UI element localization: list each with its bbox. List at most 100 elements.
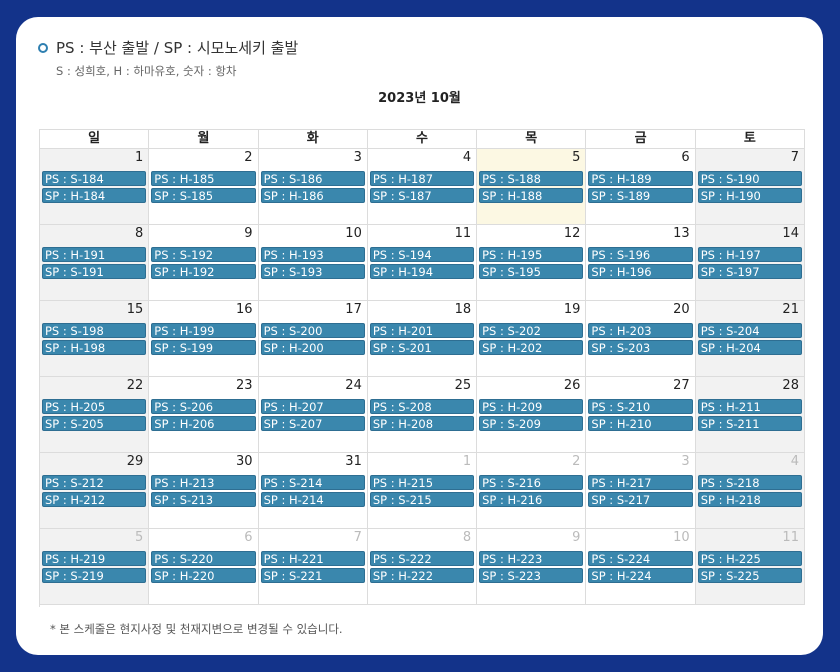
event-busan-departure[interactable]: PS : S-218 [697,475,802,490]
event-shimonoseki-departure[interactable]: SP : H-194 [369,264,475,279]
event-busan-departure[interactable]: PS : S-216 [479,475,584,490]
day-cell[interactable]: 6 PS : H-189 SP : S-189 [586,149,696,225]
day-cell[interactable]: 3 PS : H-217 SP : S-217 [586,453,696,529]
event-busan-departure[interactable]: PS : H-205 [42,399,147,414]
day-cell[interactable]: 7 PS : H-221 SP : S-221 [258,529,368,605]
day-cell[interactable]: 28 PS : H-211 SP : S-211 [695,377,805,453]
event-shimonoseki-departure[interactable]: SP : S-187 [369,188,475,203]
event-busan-departure[interactable]: PS : S-194 [369,247,475,262]
event-busan-departure[interactable]: PS : S-188 [479,171,584,186]
event-shimonoseki-departure[interactable]: SP : H-196 [588,264,693,279]
event-busan-departure[interactable]: PS : H-221 [260,551,365,566]
event-busan-departure[interactable]: PS : S-224 [588,551,693,566]
day-cell[interactable]: 20 PS : H-203 SP : S-203 [586,301,696,377]
event-busan-departure[interactable]: PS : H-217 [588,475,693,490]
event-busan-departure[interactable]: PS : H-223 [479,551,584,566]
day-cell[interactable]: 22 PS : H-205 SP : S-205 [40,377,150,453]
event-busan-departure[interactable]: PS : S-220 [151,551,256,566]
day-cell[interactable]: 1 PS : S-184 SP : H-184 [40,149,150,225]
day-cell[interactable]: 19 PS : S-202 SP : H-202 [477,301,587,377]
event-busan-departure[interactable]: PS : H-193 [260,247,365,262]
event-shimonoseki-departure[interactable]: SP : H-212 [42,492,147,507]
event-busan-departure[interactable]: PS : S-214 [260,475,365,490]
event-busan-departure[interactable]: PS : S-222 [369,551,475,566]
event-shimonoseki-departure[interactable]: SP : S-209 [479,416,584,431]
event-shimonoseki-departure[interactable]: SP : H-200 [260,340,365,355]
day-cell[interactable]: 13 PS : S-196 SP : H-196 [586,225,696,301]
event-busan-departure[interactable]: PS : H-225 [697,551,802,566]
event-shimonoseki-departure[interactable]: SP : H-208 [369,416,475,431]
event-shimonoseki-departure[interactable]: SP : H-216 [479,492,584,507]
day-cell[interactable]: 30 PS : H-213 SP : S-213 [149,453,259,529]
event-busan-departure[interactable]: PS : S-196 [588,247,693,262]
event-busan-departure[interactable]: PS : S-202 [479,323,584,338]
event-shimonoseki-departure[interactable]: SP : S-207 [260,416,365,431]
event-shimonoseki-departure[interactable]: SP : H-186 [260,188,365,203]
event-shimonoseki-departure[interactable]: SP : S-223 [479,568,584,583]
event-shimonoseki-departure[interactable]: SP : S-201 [369,340,475,355]
event-busan-departure[interactable]: PS : H-209 [479,399,584,414]
day-cell[interactable]: 9 PS : S-192 SP : H-192 [149,225,259,301]
day-cell[interactable]: 24 PS : H-207 SP : S-207 [258,377,368,453]
day-cell[interactable]: 10 PS : S-224 SP : H-224 [586,529,696,605]
day-cell[interactable]: 27 PS : S-210 SP : H-210 [586,377,696,453]
day-cell[interactable]: 5 PS : H-219 SP : S-219 [40,529,150,605]
day-cell[interactable]: 29 PS : S-212 SP : H-212 [40,453,150,529]
event-busan-departure[interactable]: PS : S-208 [369,399,475,414]
event-shimonoseki-departure[interactable]: SP : S-189 [588,188,693,203]
event-shimonoseki-departure[interactable]: SP : H-224 [588,568,693,583]
event-shimonoseki-departure[interactable]: SP : S-191 [42,264,147,279]
event-shimonoseki-departure[interactable]: SP : H-190 [697,188,802,203]
day-cell[interactable]: 26 PS : H-209 SP : S-209 [477,377,587,453]
event-shimonoseki-departure[interactable]: SP : H-214 [260,492,365,507]
event-busan-departure[interactable]: PS : H-195 [479,247,584,262]
event-shimonoseki-departure[interactable]: SP : S-185 [151,188,256,203]
event-shimonoseki-departure[interactable]: SP : S-215 [369,492,475,507]
event-shimonoseki-departure[interactable]: SP : H-184 [42,188,147,203]
day-cell[interactable]: 8 PS : H-191 SP : S-191 [40,225,150,301]
day-cell[interactable]: 17 PS : S-200 SP : H-200 [258,301,368,377]
day-cell[interactable]: 1 PS : H-215 SP : S-215 [367,453,478,529]
event-busan-departure[interactable]: PS : H-197 [697,247,802,262]
event-shimonoseki-departure[interactable]: SP : S-217 [588,492,693,507]
event-shimonoseki-departure[interactable]: SP : S-193 [260,264,365,279]
event-busan-departure[interactable]: PS : S-200 [260,323,365,338]
day-cell[interactable]: 4 PS : S-218 SP : H-218 [695,453,805,529]
event-busan-departure[interactable]: PS : H-215 [369,475,475,490]
day-cell[interactable]: 3 PS : S-186 SP : H-186 [258,149,368,225]
event-busan-departure[interactable]: PS : S-198 [42,323,147,338]
event-shimonoseki-departure[interactable]: SP : S-205 [42,416,147,431]
event-busan-departure[interactable]: PS : S-206 [151,399,256,414]
event-shimonoseki-departure[interactable]: SP : H-188 [479,188,584,203]
event-shimonoseki-departure[interactable]: SP : S-203 [588,340,693,355]
day-cell[interactable]: 9 PS : H-223 SP : S-223 [477,529,587,605]
event-busan-departure[interactable]: PS : H-201 [369,323,475,338]
day-cell[interactable]: 7 PS : S-190 SP : H-190 [695,149,805,225]
event-busan-departure[interactable]: PS : H-203 [588,323,693,338]
event-shimonoseki-departure[interactable]: SP : H-218 [697,492,802,507]
event-busan-departure[interactable]: PS : S-186 [260,171,365,186]
day-cell[interactable]: 10 PS : H-193 SP : S-193 [258,225,368,301]
event-shimonoseki-departure[interactable]: SP : S-225 [697,568,802,583]
event-shimonoseki-departure[interactable]: SP : S-211 [697,416,802,431]
event-busan-departure[interactable]: PS : H-187 [369,171,475,186]
day-cell[interactable]: 21 PS : S-204 SP : H-204 [695,301,805,377]
event-busan-departure[interactable]: PS : H-213 [151,475,256,490]
event-busan-departure[interactable]: PS : S-204 [697,323,802,338]
event-shimonoseki-departure[interactable]: SP : H-206 [151,416,256,431]
event-busan-departure[interactable]: PS : H-211 [697,399,802,414]
event-shimonoseki-departure[interactable]: SP : H-220 [151,568,256,583]
day-cell[interactable]: 11 PS : H-225 SP : S-225 [695,529,805,605]
day-cell[interactable]: 23 PS : S-206 SP : H-206 [149,377,259,453]
event-shimonoseki-departure[interactable]: SP : S-199 [151,340,256,355]
day-cell[interactable]: 15 PS : S-198 SP : H-198 [40,301,150,377]
day-cell[interactable]: 18 PS : H-201 SP : S-201 [367,301,478,377]
event-busan-departure[interactable]: PS : H-185 [151,171,256,186]
day-cell[interactable]: 31 PS : S-214 SP : H-214 [258,453,368,529]
event-shimonoseki-departure[interactable]: SP : S-219 [42,568,147,583]
day-cell[interactable]: 5 PS : S-188 SP : H-188 [477,149,587,225]
event-shimonoseki-departure[interactable]: SP : H-202 [479,340,584,355]
event-busan-departure[interactable]: PS : S-184 [42,171,147,186]
event-shimonoseki-departure[interactable]: SP : H-192 [151,264,256,279]
day-cell[interactable]: 8 PS : S-222 SP : H-222 [367,529,478,605]
